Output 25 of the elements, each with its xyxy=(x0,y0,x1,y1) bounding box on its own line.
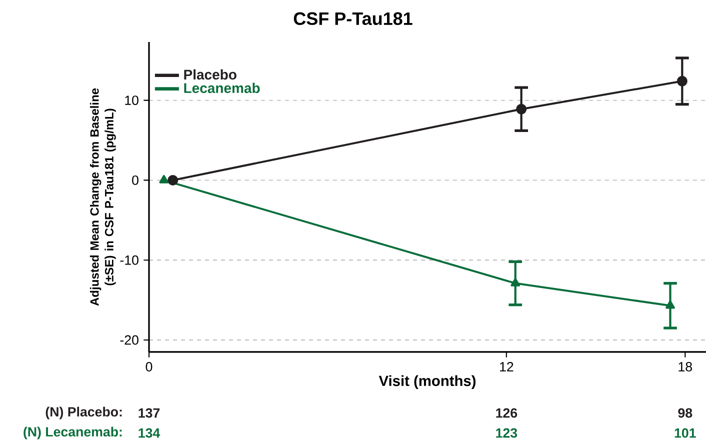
chart-title: CSF P-Tau181 xyxy=(294,12,412,26)
text: 123 xyxy=(496,428,518,438)
text: 101 xyxy=(674,428,696,438)
y-tick-label: -10 xyxy=(120,255,138,265)
point xyxy=(159,174,169,184)
legend-label: Lecanemab xyxy=(184,82,260,94)
y-tick-label: 10 xyxy=(125,96,138,106)
legend-label: Placebo xyxy=(184,69,236,80)
x-tick-label: 12 xyxy=(500,362,514,372)
x-tick-label: 18 xyxy=(678,362,692,372)
x-tick-label: 0 xyxy=(146,362,152,372)
y-axis-title: Adjusted Mean Change from Baseline (±SE) in CSF P-Tau181 (pg/mL) xyxy=(90,88,116,306)
x-axis-title: Visit (months) xyxy=(378,375,476,389)
y-tick-label: -20 xyxy=(120,335,138,345)
point xyxy=(676,76,688,86)
point xyxy=(666,300,675,309)
text: 126 xyxy=(496,408,518,418)
text: 137 xyxy=(138,408,160,418)
text: 134 xyxy=(138,428,160,438)
point xyxy=(168,174,178,186)
text: 98 xyxy=(678,408,692,418)
point xyxy=(516,104,527,114)
text: (N) Placebo: xyxy=(46,406,122,420)
y-tick-label: 0 xyxy=(132,175,138,185)
text: (N) Lecanemab: xyxy=(24,426,122,440)
